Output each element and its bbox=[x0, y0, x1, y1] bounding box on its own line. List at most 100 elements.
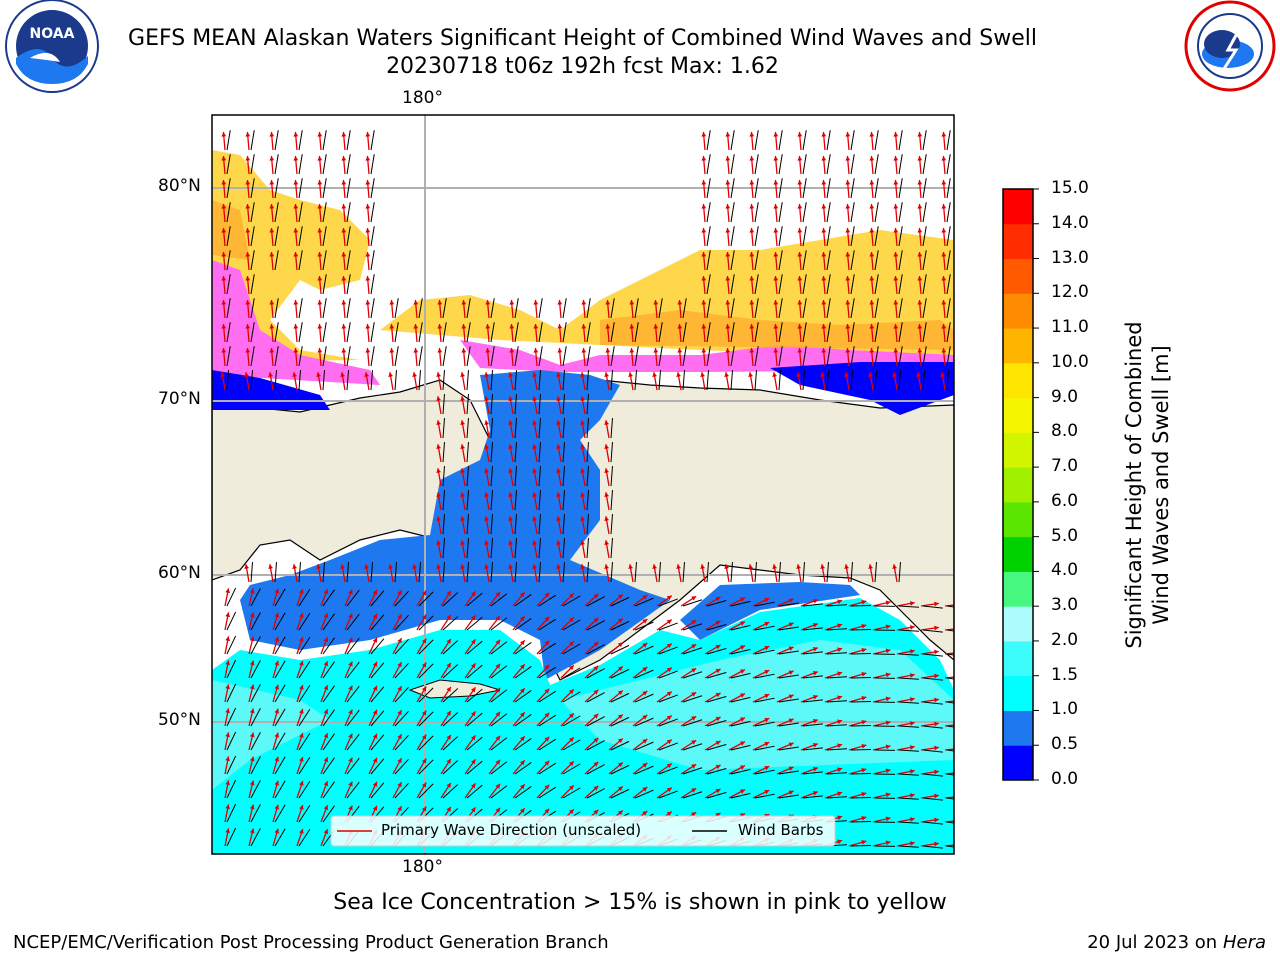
wave-arrow-head bbox=[372, 733, 378, 739]
wave-arrow-head bbox=[421, 686, 427, 692]
colorbar-tick-label: 6.0 bbox=[1051, 490, 1079, 511]
wave-arrow-head bbox=[941, 156, 947, 161]
wave-arrow-head bbox=[934, 673, 939, 679]
wind-barb bbox=[466, 562, 470, 583]
wave-arrow-head bbox=[821, 228, 827, 233]
wave-arrow-head bbox=[892, 564, 897, 570]
wave-arrow-head bbox=[788, 694, 794, 699]
wave-arrow-head bbox=[299, 756, 304, 762]
wave-arrow-head bbox=[293, 324, 299, 329]
wind-barb bbox=[610, 442, 614, 463]
wave-arrow-head bbox=[323, 637, 329, 643]
wave-arrow-head bbox=[389, 348, 395, 353]
wave-arrow-head bbox=[520, 664, 525, 670]
wind-barb bbox=[514, 370, 518, 391]
wave-arrow-head bbox=[341, 324, 347, 329]
wind-barb bbox=[442, 490, 446, 511]
wave-arrow-head bbox=[495, 735, 501, 741]
wave-arrow-head bbox=[274, 732, 280, 738]
wave-arrow-head bbox=[436, 540, 441, 546]
wind-barb bbox=[586, 370, 590, 391]
wave-arrow-head bbox=[532, 540, 537, 546]
wave-arrow-head bbox=[725, 300, 731, 305]
wave-arrow-head bbox=[885, 624, 891, 630]
wind-barb bbox=[682, 346, 687, 367]
wind-barb bbox=[298, 298, 303, 319]
wave-arrow-head bbox=[749, 204, 755, 209]
wave-arrow-head bbox=[934, 625, 939, 631]
wave-arrow-head bbox=[917, 300, 923, 305]
wave-arrow-head bbox=[796, 372, 801, 378]
wave-arrow-head bbox=[652, 564, 657, 570]
wave-arrow-head bbox=[701, 228, 707, 233]
wind-barb bbox=[490, 761, 508, 775]
wave-arrow-head bbox=[700, 372, 705, 378]
wind-barb bbox=[226, 707, 237, 727]
wave-arrow-head bbox=[397, 662, 402, 668]
wave-arrow-head bbox=[580, 564, 585, 570]
wave-arrow-head bbox=[484, 564, 489, 570]
wave-arrow-head bbox=[788, 718, 794, 723]
map-area bbox=[212, 115, 954, 854]
wave-arrow-head bbox=[677, 300, 683, 305]
colorbar-swatch bbox=[1003, 675, 1033, 711]
wind-barb bbox=[706, 202, 711, 223]
wave-arrow-head bbox=[485, 324, 491, 329]
colorbar-label: Significant Height of Combined Wind Wave… bbox=[1121, 315, 1175, 655]
wind-barb bbox=[370, 130, 375, 151]
wind-barb bbox=[442, 664, 459, 679]
wind-barb bbox=[394, 346, 399, 367]
wind-barb bbox=[682, 298, 687, 319]
wave-arrow-head bbox=[617, 762, 623, 768]
wave-arrow-head bbox=[580, 516, 585, 522]
wave-arrow-head bbox=[532, 396, 537, 402]
wind-barb bbox=[490, 418, 494, 439]
wind-barb bbox=[490, 689, 508, 703]
wind-barb bbox=[802, 771, 823, 775]
wind-barb bbox=[442, 370, 446, 391]
wave-arrow-head bbox=[617, 642, 623, 648]
wind-barb bbox=[322, 562, 326, 583]
sea-ice-orange bbox=[212, 200, 954, 350]
wind-barb bbox=[490, 490, 494, 511]
wave-arrow-head bbox=[436, 420, 441, 426]
wave-arrow-head bbox=[249, 756, 255, 762]
wave-arrow-head bbox=[421, 638, 427, 644]
wave-arrow-head bbox=[666, 667, 672, 673]
colorbar-swatch bbox=[1003, 258, 1033, 294]
wind-barb bbox=[754, 346, 759, 367]
wind-barb bbox=[514, 594, 532, 607]
wave-arrow-head bbox=[316, 372, 321, 378]
wave-arrow-head bbox=[225, 636, 231, 642]
wind-barb bbox=[946, 130, 951, 151]
wind-barb bbox=[442, 442, 446, 463]
wind-barb bbox=[946, 845, 954, 848]
wave-arrow-head bbox=[568, 617, 574, 623]
wind-barb bbox=[226, 178, 231, 199]
wind-barb bbox=[730, 154, 735, 175]
wave-arrow-head bbox=[869, 180, 875, 185]
wave-arrow-head bbox=[372, 781, 378, 787]
wave-arrow-head bbox=[446, 710, 451, 716]
wind-barb bbox=[466, 514, 470, 535]
wind-barb bbox=[754, 130, 759, 151]
wind-barb bbox=[250, 298, 255, 319]
wind-barb bbox=[442, 712, 459, 727]
wind-barb bbox=[514, 394, 518, 415]
wave-arrow-head bbox=[788, 622, 794, 627]
wave-arrow-head bbox=[909, 721, 915, 726]
wind-barb bbox=[946, 605, 954, 608]
wave-arrow-head bbox=[628, 564, 633, 570]
wave-arrow-head bbox=[245, 180, 251, 185]
colorbar-tick-label: 1.5 bbox=[1051, 664, 1079, 685]
wave-arrow-head bbox=[837, 719, 843, 725]
wave-arrow-head bbox=[652, 372, 657, 378]
wind-barb bbox=[586, 490, 590, 511]
wind-barb bbox=[922, 749, 943, 753]
wind-barb bbox=[298, 322, 303, 343]
wave-arrow-head bbox=[365, 204, 371, 209]
wind-barb bbox=[538, 490, 542, 511]
wind-barb bbox=[706, 562, 710, 583]
wind-barb bbox=[490, 514, 494, 535]
colorbar-tick-label: 0.0 bbox=[1051, 769, 1079, 789]
